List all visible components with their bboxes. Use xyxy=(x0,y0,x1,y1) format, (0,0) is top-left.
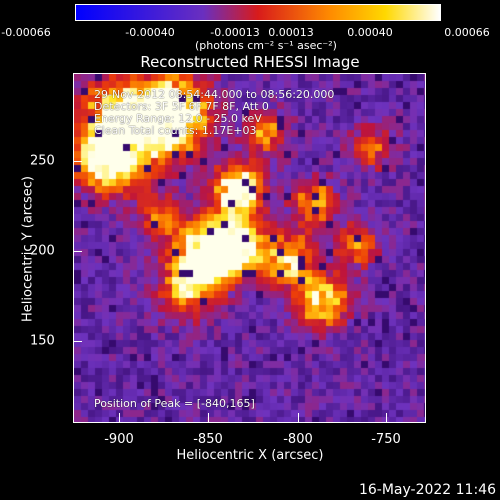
info-energy-range: Energy Range: 12.0 - 25.0 keV xyxy=(94,112,262,125)
y-axis-label: Heliocentric Y (arcsec) xyxy=(20,176,36,322)
x-axis-label: Heliocentric X (arcsec) xyxy=(176,448,324,463)
y-tick-label: 200 xyxy=(30,243,55,259)
colorbar-units: (photons cm⁻² s⁻¹ asec⁻²) xyxy=(195,39,337,52)
y-tick-mark xyxy=(73,161,82,162)
info-time-range: 29-Nov-2012 08:54:44.000 to 08:56:20.000 xyxy=(94,88,335,101)
y-tick-label: 250 xyxy=(30,153,55,169)
x-tick-mark xyxy=(119,413,120,422)
y-tick-mark xyxy=(73,251,82,252)
colorbar xyxy=(75,4,441,21)
colorbar-tick-label: -0.00040 xyxy=(125,26,175,39)
colorbar-tick-label: 0.00066 xyxy=(444,26,490,39)
info-peak-position: Position of Peak = [-840,165] xyxy=(94,397,255,410)
image-plot: 29-Nov-2012 08:54:44.000 to 08:56:20.000… xyxy=(73,73,426,423)
info-method-counts: Clean Total counts: 1.17E+03 xyxy=(94,124,257,137)
info-detectors: Detectors: 3F 5F 6F 7F 8F, Att 0 xyxy=(94,100,269,113)
y-tick-mark xyxy=(73,341,82,342)
x-tick-label: -750 xyxy=(371,432,401,447)
colorbar-tick-label: -0.00066 xyxy=(1,26,51,39)
x-tick-mark xyxy=(386,413,387,422)
y-tick-label: 150 xyxy=(30,333,55,349)
x-tick-label: -850 xyxy=(193,432,223,447)
footer-timestamp: 16-May-2022 11:46 xyxy=(358,482,496,498)
x-tick-mark xyxy=(208,413,209,422)
x-tick-label: -900 xyxy=(104,432,134,447)
colorbar-tick-label: -0.00013 xyxy=(210,26,260,39)
x-tick-label: -800 xyxy=(283,432,313,447)
x-tick-mark xyxy=(298,413,299,422)
rhessi-image xyxy=(74,74,425,422)
colorbar-tick-label: 0.00013 xyxy=(268,26,314,39)
plot-title: Reconstructed RHESSI Image xyxy=(140,53,360,71)
colorbar-tick-label: 0.00040 xyxy=(347,26,393,39)
